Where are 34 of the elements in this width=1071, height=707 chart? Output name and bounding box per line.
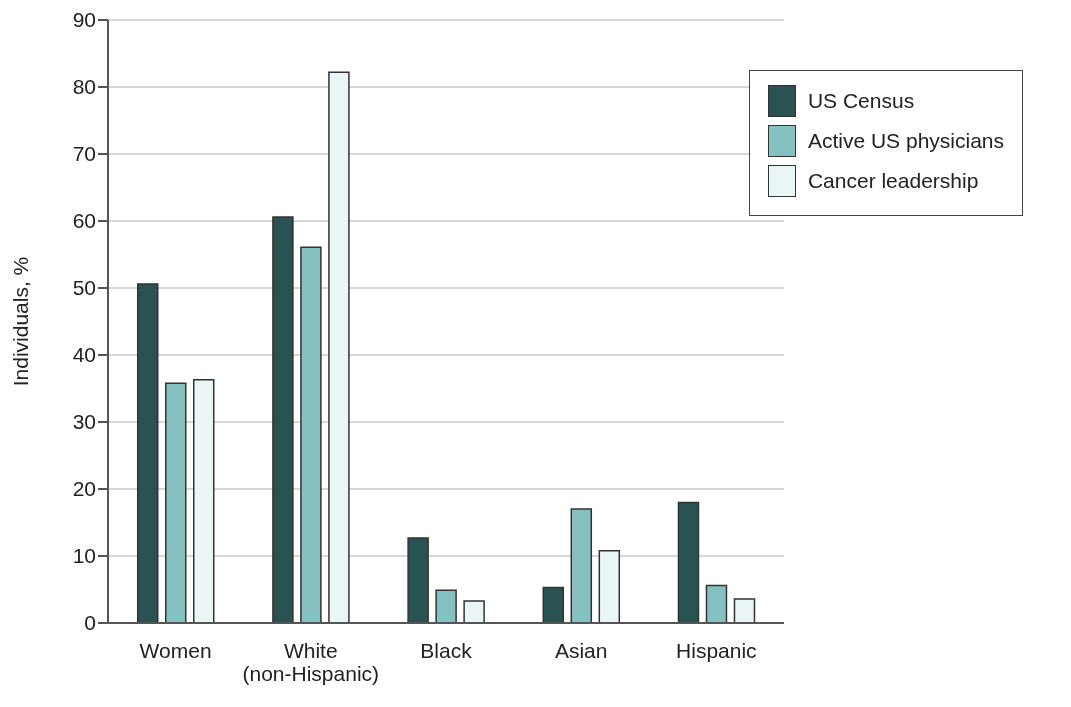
bar: [407, 537, 429, 623]
bar: [705, 584, 728, 623]
y-tick-label: 40: [72, 343, 96, 367]
y-tick-label: 50: [72, 276, 96, 300]
x-tick-label: Asian: [554, 638, 608, 662]
y-tick-label: 20: [72, 477, 96, 501]
bar: [300, 246, 322, 623]
legend-label: US Census: [807, 89, 915, 113]
bar: [598, 549, 621, 623]
y-tick-label: 10: [72, 544, 96, 568]
y-tick-label: 30: [72, 410, 96, 434]
bar: [677, 501, 700, 623]
y-axis-title: Individuals, %: [9, 256, 33, 387]
y-tick-label: 0: [84, 611, 96, 635]
bar: [542, 586, 565, 623]
x-tick-label: Hispanic: [676, 638, 757, 662]
legend-label: Cancer leadership: [807, 169, 979, 193]
bar: [328, 71, 350, 623]
y-tick-label: 90: [72, 8, 96, 32]
legend-label: Active US physicians: [807, 129, 1004, 153]
bar: [570, 508, 593, 623]
bar: [733, 598, 756, 623]
y-tick-label: 60: [72, 209, 96, 233]
bar: [272, 216, 294, 623]
y-tick-label: 70: [72, 142, 96, 166]
bar: [136, 283, 159, 623]
y-tick-label: 80: [72, 75, 96, 99]
bar: [463, 600, 485, 623]
bar: [192, 379, 215, 623]
bar: [164, 382, 187, 623]
x-tick-label: Women: [139, 638, 212, 662]
x-tick-label: White (non-Hispanic): [242, 638, 380, 685]
bar: [435, 589, 457, 623]
x-tick-label: Black: [420, 638, 473, 662]
